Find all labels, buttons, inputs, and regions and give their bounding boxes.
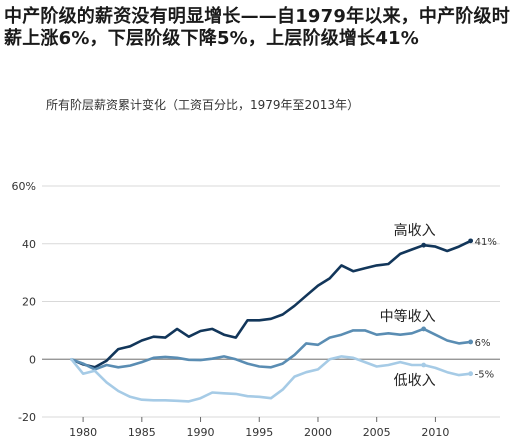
x-tick-label: 1990 [187,426,215,439]
series-line [70,239,472,369]
x-tick-label: 1985 [128,426,156,439]
series-end-marker [468,339,474,345]
y-tick-label: 40 [22,238,36,251]
series-marker [421,242,427,248]
series-end-label: 41% [475,237,497,248]
y-axis-ticks: -20 0 20 40 60% [12,180,36,424]
series-lines [70,238,474,403]
series-name-label: 高收入 [394,222,436,239]
x-tick-label: 2005 [363,426,391,439]
x-tick-label: 1995 [245,426,273,439]
x-tick-label: 1980 [69,426,97,439]
y-tick-label: -20 [18,411,36,424]
y-tick-label: 0 [29,353,36,366]
x-tick-label: 2000 [304,426,332,439]
series-end-label: -5% [475,370,494,381]
series-labels: 41% 高收入 6% 中等收入 -5% 低收入 [380,222,497,389]
series-name-label: 中等收入 [380,308,436,325]
x-tick-label: 2010 [421,426,449,439]
series-name-label: 低收入 [394,373,436,389]
series-marker [421,362,427,368]
y-tick-label: 20 [22,296,36,309]
headline: 中产阶级的薪资没有明显增长——自1979年以来，中产阶级时薪上涨6%，下层阶级下… [4,6,510,49]
x-axis-ticks: 1980 1985 1990 1995 2000 2005 2010 [69,417,449,439]
series-end-label: 6% [475,338,491,349]
series-line [70,327,472,371]
series-marker [421,326,427,332]
series-end-marker [468,371,474,377]
series-line [70,355,472,403]
series-end-marker [468,238,474,244]
y-tick-label: 60% [12,180,36,193]
chart-subtitle: 所有阶层薪资累计变化（工资百分比，1979年至2013年） [46,98,360,112]
